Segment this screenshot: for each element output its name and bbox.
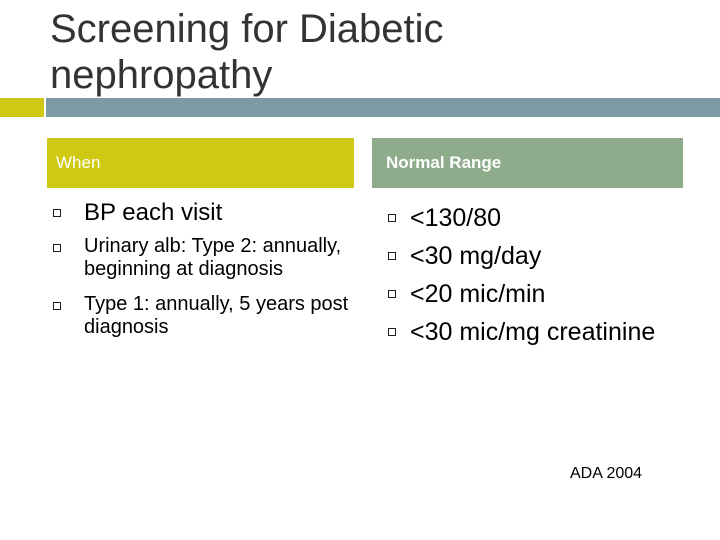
list-item: <20 mic/min	[388, 275, 708, 313]
range-item-text: <30 mg/day	[410, 242, 542, 270]
title-rule-accent	[0, 98, 44, 117]
when-item-text: Urinary alb: Type 2: annually, beginning…	[84, 235, 342, 280]
when-column-header: When	[47, 138, 354, 188]
range-item-text: <130/80	[410, 204, 502, 232]
list-item: <130/80	[388, 199, 708, 237]
list-item: Type 1: annually, 5 years post diagnosis	[53, 293, 358, 339]
hollow-square-bullet-icon	[388, 214, 396, 222]
hollow-square-bullet-icon	[53, 302, 61, 310]
hollow-square-bullet-icon	[388, 290, 396, 298]
normal-range-column-header: Normal Range	[372, 138, 683, 188]
slide-title-line-1: Screening for Diabetic	[50, 7, 444, 51]
slide-title: Screening for Diabetic nephropathy	[50, 6, 690, 98]
title-rule-bar	[46, 98, 720, 117]
normal-range-list: <130/80 <30 mg/day <20 mic/min <30 mic/m…	[388, 199, 708, 351]
hollow-square-bullet-icon	[388, 328, 396, 336]
list-item: BP each visit	[53, 198, 358, 228]
slide-title-line-2: nephropathy	[50, 53, 273, 97]
list-item: Urinary alb: Type 2: annually, beginning…	[53, 235, 358, 281]
list-item: <30 mg/day	[388, 237, 708, 275]
hollow-square-bullet-icon	[53, 244, 61, 252]
when-item-text: BP each visit	[84, 199, 223, 226]
citation: ADA 2004	[570, 465, 643, 482]
hollow-square-bullet-icon	[53, 209, 61, 217]
list-item: <30 mic/mg creatinine	[388, 313, 708, 351]
range-item-text: <20 mic/min	[410, 280, 546, 308]
when-list: BP each visit Urinary alb: Type 2: annua…	[53, 198, 358, 351]
hollow-square-bullet-icon	[388, 252, 396, 260]
range-item-text: <30 mic/mg creatinine	[410, 318, 656, 346]
when-item-text: Type 1: annually, 5 years post diagnosis	[84, 293, 349, 338]
